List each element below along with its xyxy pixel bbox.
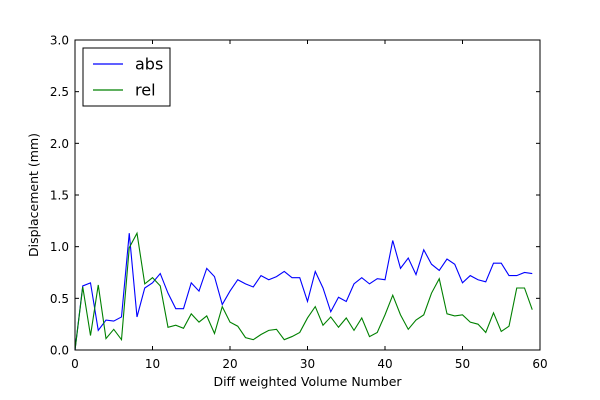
legend-label-abs: abs	[135, 55, 163, 74]
tick-layer: 0 10 20 30 40 50 60 0.0 0.5 1.0 1.5 2.0 2.5 3.0	[50, 34, 548, 372]
x-tick-label: 20	[222, 357, 237, 371]
x-tick-label: 30	[300, 357, 315, 371]
y-tick-label: 1.5	[50, 189, 69, 203]
plot-frame	[74, 39, 541, 351]
y-tick-label: 0.0	[50, 344, 69, 358]
legend-label-rel: rel	[135, 81, 156, 100]
x-tick-label: 40	[377, 357, 392, 371]
y-axis-label: Displacement (mm)	[26, 133, 41, 257]
x-axis-label: Diff weighted Volume Number	[213, 374, 402, 389]
series-layer	[74, 231, 533, 351]
y-tick-label: 0.5	[50, 292, 69, 306]
x-tick-label: 60	[532, 357, 547, 371]
y-tick-label: 2.0	[50, 137, 69, 151]
y-tick-label: 2.5	[50, 85, 69, 99]
y-tick-label: 1.0	[50, 240, 69, 254]
series-line-abs	[74, 233, 533, 351]
legend-box	[82, 47, 171, 107]
x-tick-label: 50	[455, 357, 470, 371]
series-line-rel	[74, 231, 533, 351]
x-tick-label: 10	[145, 357, 160, 371]
y-tick-label: 3.0	[50, 34, 69, 48]
x-tick-label: 0	[71, 357, 79, 371]
legend: abs rel	[82, 47, 171, 107]
